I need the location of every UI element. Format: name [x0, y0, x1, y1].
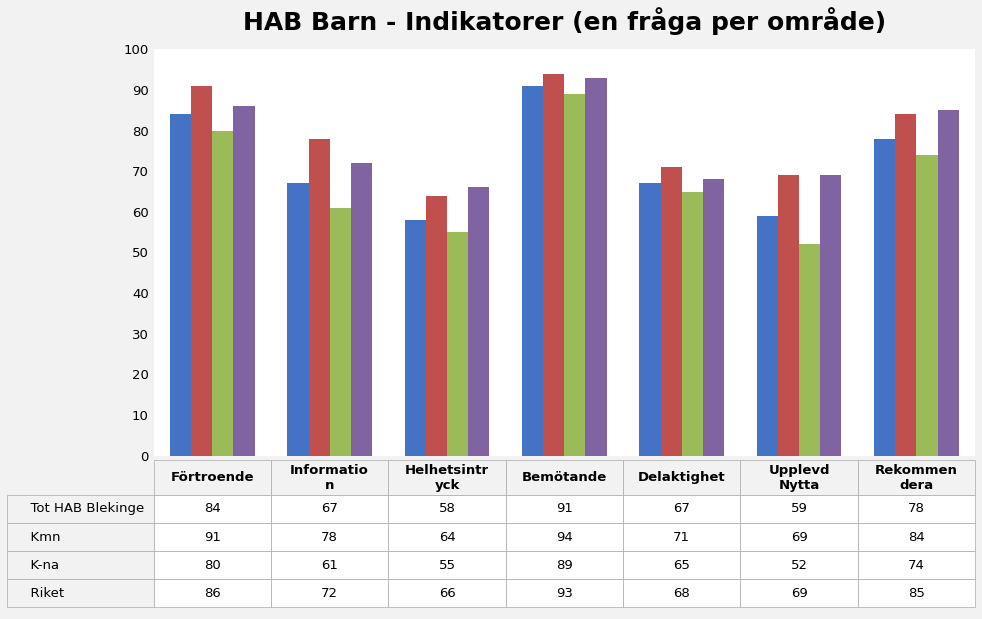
Bar: [351, 163, 372, 456]
Bar: [778, 175, 799, 456]
Bar: [757, 216, 778, 456]
Bar: [661, 167, 682, 456]
Bar: [799, 245, 820, 456]
Bar: [820, 175, 842, 456]
Bar: [938, 110, 958, 456]
Bar: [191, 86, 212, 456]
Bar: [585, 78, 607, 456]
Title: HAB Barn - Indikatorer (en fråga per område): HAB Barn - Indikatorer (en fråga per omr…: [243, 7, 886, 35]
Bar: [703, 180, 724, 456]
Bar: [682, 191, 703, 456]
Bar: [565, 94, 585, 456]
Bar: [543, 74, 565, 456]
Bar: [468, 188, 489, 456]
Bar: [896, 115, 916, 456]
Bar: [916, 155, 938, 456]
Bar: [639, 183, 661, 456]
Bar: [874, 139, 896, 456]
Bar: [330, 208, 351, 456]
Bar: [234, 106, 254, 456]
Bar: [426, 196, 447, 456]
Bar: [308, 139, 330, 456]
Bar: [212, 131, 234, 456]
Bar: [405, 220, 426, 456]
Bar: [288, 183, 308, 456]
Bar: [170, 115, 191, 456]
Bar: [522, 86, 543, 456]
Bar: [447, 232, 468, 456]
